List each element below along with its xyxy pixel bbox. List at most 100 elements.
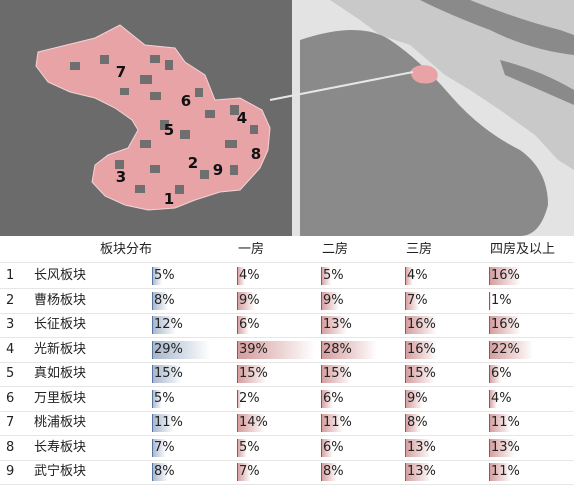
district-label-1: 1 bbox=[164, 190, 174, 208]
bar-two-room bbox=[321, 340, 377, 359]
value-label-two-room: 6% bbox=[323, 390, 344, 406]
value-label-distribution: 5% bbox=[154, 268, 175, 283]
bar-three-room bbox=[405, 291, 419, 310]
value-label-two-room: 5% bbox=[323, 268, 344, 283]
table-row: 5 真如板块 15% 15% 15% 15% 6% bbox=[0, 362, 574, 386]
block bbox=[180, 130, 190, 139]
value-label-four-plus-room: 16% bbox=[491, 317, 520, 332]
row-name: 长风板块 bbox=[34, 268, 87, 283]
bar-four-plus-room bbox=[489, 291, 491, 310]
block bbox=[140, 75, 152, 84]
district-label-7: 7 bbox=[116, 63, 126, 81]
bar-one-room bbox=[237, 340, 315, 359]
row-name: 长寿板块 bbox=[34, 439, 87, 455]
row-number: 4 bbox=[6, 341, 15, 357]
value-label-distribution: 15% bbox=[154, 366, 183, 381]
value-label-distribution: 7% bbox=[154, 439, 175, 455]
map-svg: 7 6 5 4 2 8 9 3 1 bbox=[0, 0, 574, 236]
district-label-8: 8 bbox=[251, 145, 261, 163]
row-name: 长征板块 bbox=[34, 317, 87, 332]
district-label-5: 5 bbox=[164, 121, 174, 139]
row-number: 2 bbox=[6, 292, 15, 308]
table-row: 1 长风板块 5% 4% 5% 4% 16% bbox=[0, 264, 574, 288]
district-label-6: 6 bbox=[181, 92, 191, 110]
value-label-four-plus-room: 1% bbox=[491, 292, 512, 308]
bar-distribution bbox=[152, 414, 174, 432]
bar-three-room bbox=[405, 414, 421, 432]
value-label-distribution: 29% bbox=[154, 341, 183, 357]
bar-one-room bbox=[237, 414, 265, 432]
bar-one-room bbox=[237, 291, 255, 310]
bar-four-plus-room bbox=[489, 438, 515, 457]
value-label-one-room: 15% bbox=[239, 366, 268, 381]
value-label-four-plus-room: 11% bbox=[491, 464, 520, 479]
value-label-three-room: 4% bbox=[407, 268, 428, 283]
value-label-one-room: 4% bbox=[239, 268, 260, 283]
bar-two-room bbox=[321, 463, 337, 481]
table-row: 8 长寿板块 7% 5% 6% 13% 13% bbox=[0, 436, 574, 460]
block bbox=[175, 185, 184, 194]
value-label-four-plus-room: 16% bbox=[491, 268, 520, 283]
value-label-one-room: 2% bbox=[239, 390, 260, 406]
row-separator bbox=[0, 459, 574, 461]
bar-distribution bbox=[152, 291, 168, 310]
row-name: 曹杨板块 bbox=[34, 292, 87, 308]
bar-three-room bbox=[405, 316, 437, 334]
chongming-island bbox=[420, 0, 574, 55]
row-name: 真如板块 bbox=[34, 366, 87, 381]
block bbox=[160, 120, 169, 130]
block bbox=[100, 55, 109, 64]
row-name: 万里板块 bbox=[34, 390, 87, 406]
table-row: 9 武宁板块 8% 7% 8% 13% 11% bbox=[0, 460, 574, 484]
row-name: 武宁板块 bbox=[34, 464, 87, 479]
value-label-three-room: 16% bbox=[407, 341, 436, 357]
block bbox=[115, 160, 124, 169]
value-label-two-room: 8% bbox=[323, 464, 344, 479]
block bbox=[150, 165, 160, 173]
row-separator bbox=[0, 410, 574, 412]
bar-one-room bbox=[237, 365, 267, 383]
bar-one-room bbox=[237, 438, 247, 457]
value-label-three-room: 7% bbox=[407, 292, 428, 308]
block bbox=[195, 88, 203, 97]
bar-three-room bbox=[405, 267, 413, 285]
bar-two-room bbox=[321, 267, 331, 285]
value-label-distribution: 12% bbox=[154, 317, 183, 332]
district-label-9: 9 bbox=[213, 161, 223, 179]
bar-distribution bbox=[152, 389, 162, 408]
header-separator bbox=[0, 262, 574, 263]
bar-four-plus-room bbox=[489, 463, 511, 481]
block bbox=[250, 125, 258, 134]
value-label-two-room: 13% bbox=[323, 317, 352, 332]
bar-one-room bbox=[237, 463, 251, 481]
bar-two-room bbox=[321, 414, 343, 432]
bar-two-room bbox=[321, 438, 333, 457]
distribution-table: 板块分布 一房 二房 三房 四房及以上 1 长风板块 5% 4% 5% 4% 16% 2 曹杨板… bbox=[0, 238, 574, 486]
value-label-four-plus-room: 4% bbox=[491, 390, 512, 406]
block bbox=[70, 62, 80, 70]
row-separator bbox=[0, 484, 574, 485]
value-label-four-plus-room: 22% bbox=[491, 341, 520, 357]
bar-three-room bbox=[405, 463, 431, 481]
bar-three-room bbox=[405, 389, 423, 408]
header-distribution: 板块分布 bbox=[100, 242, 153, 257]
row-number: 3 bbox=[6, 317, 15, 332]
bar-four-plus-room bbox=[489, 340, 533, 359]
block bbox=[140, 140, 151, 148]
block bbox=[150, 55, 160, 63]
value-label-one-room: 39% bbox=[239, 341, 268, 357]
block bbox=[135, 185, 145, 193]
row-separator bbox=[0, 361, 574, 363]
bar-distribution bbox=[152, 463, 168, 481]
value-label-distribution: 11% bbox=[154, 415, 183, 430]
table-row: 3 长征板块 12% 6% 13% 16% 16% bbox=[0, 313, 574, 337]
value-label-distribution: 5% bbox=[154, 390, 175, 406]
bar-three-room bbox=[405, 365, 435, 383]
row-separator bbox=[0, 435, 574, 436]
connector-line bbox=[269, 71, 414, 101]
value-label-one-room: 9% bbox=[239, 292, 260, 308]
block bbox=[230, 165, 238, 175]
value-label-two-room: 6% bbox=[323, 439, 344, 455]
row-separator bbox=[0, 386, 574, 387]
bar-one-room bbox=[237, 316, 249, 334]
